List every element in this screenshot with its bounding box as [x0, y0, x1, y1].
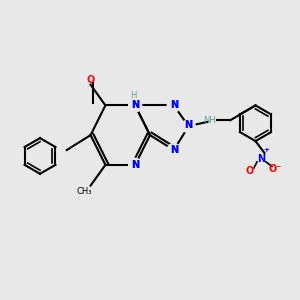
- Text: N: N: [131, 160, 139, 170]
- Text: N: N: [170, 145, 178, 155]
- Text: +: +: [263, 147, 269, 153]
- Text: O⁻: O⁻: [268, 164, 281, 174]
- Text: CH₃: CH₃: [77, 187, 92, 196]
- Text: H: H: [130, 91, 137, 100]
- Text: N: N: [131, 100, 139, 110]
- Text: NH: NH: [203, 116, 216, 125]
- Text: N: N: [184, 120, 193, 130]
- Text: O: O: [245, 166, 254, 176]
- Circle shape: [167, 99, 180, 112]
- Text: N: N: [131, 100, 139, 110]
- Text: N: N: [184, 120, 193, 130]
- Text: N: N: [170, 100, 178, 110]
- Circle shape: [129, 158, 142, 171]
- Text: N: N: [170, 100, 178, 110]
- Text: N: N: [131, 160, 139, 170]
- Text: N: N: [170, 145, 178, 155]
- Text: N: N: [257, 154, 266, 164]
- Text: O: O: [86, 75, 95, 85]
- Circle shape: [167, 143, 180, 157]
- Circle shape: [182, 120, 195, 133]
- Circle shape: [129, 99, 142, 112]
